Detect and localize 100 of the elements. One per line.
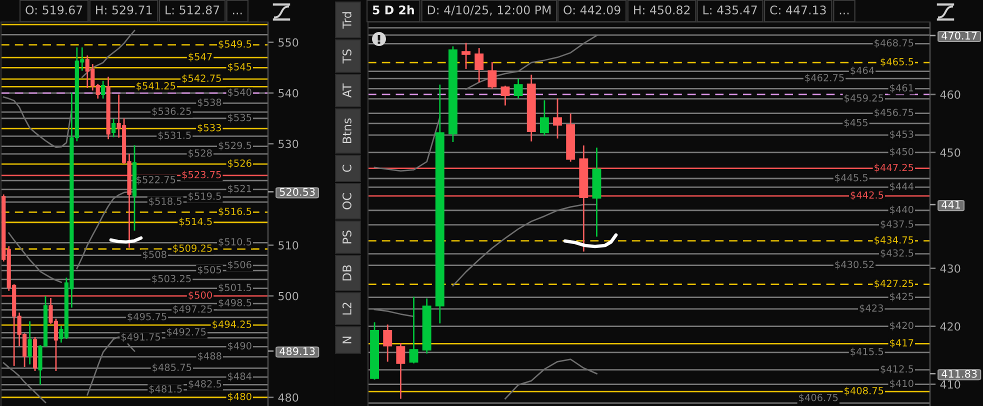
ref-line-label: $488 xyxy=(198,352,222,361)
ref-line-label: $437.5 xyxy=(880,220,914,229)
ref-line-label: $417 xyxy=(890,338,914,348)
ref-line-label: $510.5 xyxy=(218,238,252,247)
ref-line-label: $484 xyxy=(228,372,252,382)
ref-line-label: $540 xyxy=(228,88,252,98)
ref-line-label: $480 xyxy=(228,392,252,402)
candlestick xyxy=(540,100,549,136)
y-tick-label: 500 xyxy=(278,292,298,300)
ref-line-label: $492.75 xyxy=(167,328,206,337)
text: C: 447.13 xyxy=(770,5,826,14)
ref-line-label: $434.75 xyxy=(874,236,914,245)
y2-tick-label: 489.13 xyxy=(280,347,315,356)
ref-line-label: $447.25 xyxy=(874,164,914,172)
ref-line-label: $536.25 xyxy=(152,107,191,116)
ref-line-label: $461 xyxy=(890,84,914,93)
ref-line-label: $497.25 xyxy=(173,305,212,314)
ref-line-label: $464 xyxy=(850,66,874,76)
ref-line-label: $425 xyxy=(890,292,914,302)
ref-line-label: $509.25 xyxy=(173,244,212,254)
ref-line-label: $445.5 xyxy=(835,174,868,183)
ref-line-label: $455 xyxy=(844,118,868,128)
ref-line-label: $430.52 xyxy=(835,260,874,270)
ref-line-label: $501.5 xyxy=(218,284,252,292)
ref-line-label: $442.5 xyxy=(850,191,884,200)
y2-tick-label: 441 xyxy=(942,200,960,209)
ref-line-label: $518.5 xyxy=(149,197,182,206)
ref-line-label: $522.75 xyxy=(136,176,176,185)
candlestick xyxy=(514,78,523,100)
text: ... xyxy=(233,12,242,14)
ref-line-label: $547 xyxy=(188,52,212,62)
text: H: 529.71 xyxy=(96,5,152,14)
ref-line-label: $545 xyxy=(228,62,252,72)
ref-line-label: $523.75 xyxy=(182,170,221,180)
text: AT xyxy=(342,83,352,98)
candlestick xyxy=(553,98,562,140)
ref-line-label: $444 xyxy=(890,182,914,192)
ref-line-label: $423 xyxy=(860,304,883,314)
ref-line-label: $529.5 xyxy=(218,142,252,150)
ref-line-label: $494.25 xyxy=(212,320,252,330)
candlestick xyxy=(383,324,392,362)
ref-line-label: $500 xyxy=(188,291,212,300)
chart-title: 5 D 2h xyxy=(372,5,414,14)
ref-line-label: $535 xyxy=(228,114,252,122)
ref-line-label: $490 xyxy=(228,342,252,351)
text: N xyxy=(342,336,352,344)
ref-line-label: $440 xyxy=(890,206,914,214)
ref-line-label: $456.75 xyxy=(874,108,914,118)
text: Trd xyxy=(342,12,352,29)
ref-line-label: $465.5 xyxy=(880,58,914,67)
ref-line-label: $420 xyxy=(890,322,914,330)
y-tick-label: 510 xyxy=(278,241,298,250)
candlestick xyxy=(488,61,497,90)
y-tick-label: 450 xyxy=(940,148,960,157)
ref-line-label: $491.75 xyxy=(121,333,160,342)
ref-line-label: $533 xyxy=(198,124,221,133)
text: L: 512.87 xyxy=(166,5,220,14)
ref-line-label: $514.5 xyxy=(179,218,212,226)
text: L2 xyxy=(342,302,352,315)
ref-line-label: $528 xyxy=(188,149,212,158)
y-tick-label: 420 xyxy=(940,322,960,331)
text: D: 4/10/25, 12:00 PM xyxy=(428,5,551,16)
ref-line-label: $482.5 xyxy=(188,380,222,389)
ref-line-label: $406.75 xyxy=(799,394,838,403)
ref-line-label: $462.75 xyxy=(805,74,844,83)
text: OC xyxy=(342,193,352,210)
ref-line-label: $498.5 xyxy=(218,298,252,308)
ref-line-label: $538 xyxy=(198,98,222,108)
ref-line-label: $459.25 xyxy=(844,94,884,103)
candlestick xyxy=(462,42,470,70)
ref-line-label: $542.75 xyxy=(182,74,221,84)
text: PS xyxy=(342,230,352,244)
text: O: 519.67 xyxy=(26,5,82,14)
ref-line-label: $521 xyxy=(228,184,252,194)
ref-line-label: $516.5 xyxy=(218,208,252,216)
text: TS xyxy=(342,49,352,64)
y-tick-label: 480 xyxy=(278,393,298,402)
ref-line-label: $503.25 xyxy=(152,274,191,284)
candlestick xyxy=(474,47,484,83)
candlestick xyxy=(112,118,116,138)
ref-line-label: $453 xyxy=(890,130,914,140)
text: O: 442.09 xyxy=(564,5,620,14)
y-tick-label: 550 xyxy=(278,38,298,47)
ref-line-label: $468.75 xyxy=(874,39,914,48)
y-tick-label: 410 xyxy=(940,380,960,389)
y-tick-label: 530 xyxy=(278,140,298,148)
ref-line-label: $531.5 xyxy=(158,131,191,140)
candlestick xyxy=(101,80,106,100)
ref-line-label: $506 xyxy=(228,260,252,270)
text: H: 450.82 xyxy=(634,5,690,14)
candlestick xyxy=(500,85,510,106)
y-tick-label: 430 xyxy=(940,264,960,273)
ref-line-label: $495.75 xyxy=(128,312,166,322)
ref-line-label: $549.5 xyxy=(218,40,252,49)
ref-line-label: $450 xyxy=(890,148,914,157)
y-tick-label: 460 xyxy=(940,90,960,99)
ref-line-label: $526 xyxy=(228,159,252,168)
ref-line-label: $485.75 xyxy=(152,364,192,372)
ref-line-label: $432.5 xyxy=(880,249,914,258)
text: L: 435.47 xyxy=(703,5,757,14)
